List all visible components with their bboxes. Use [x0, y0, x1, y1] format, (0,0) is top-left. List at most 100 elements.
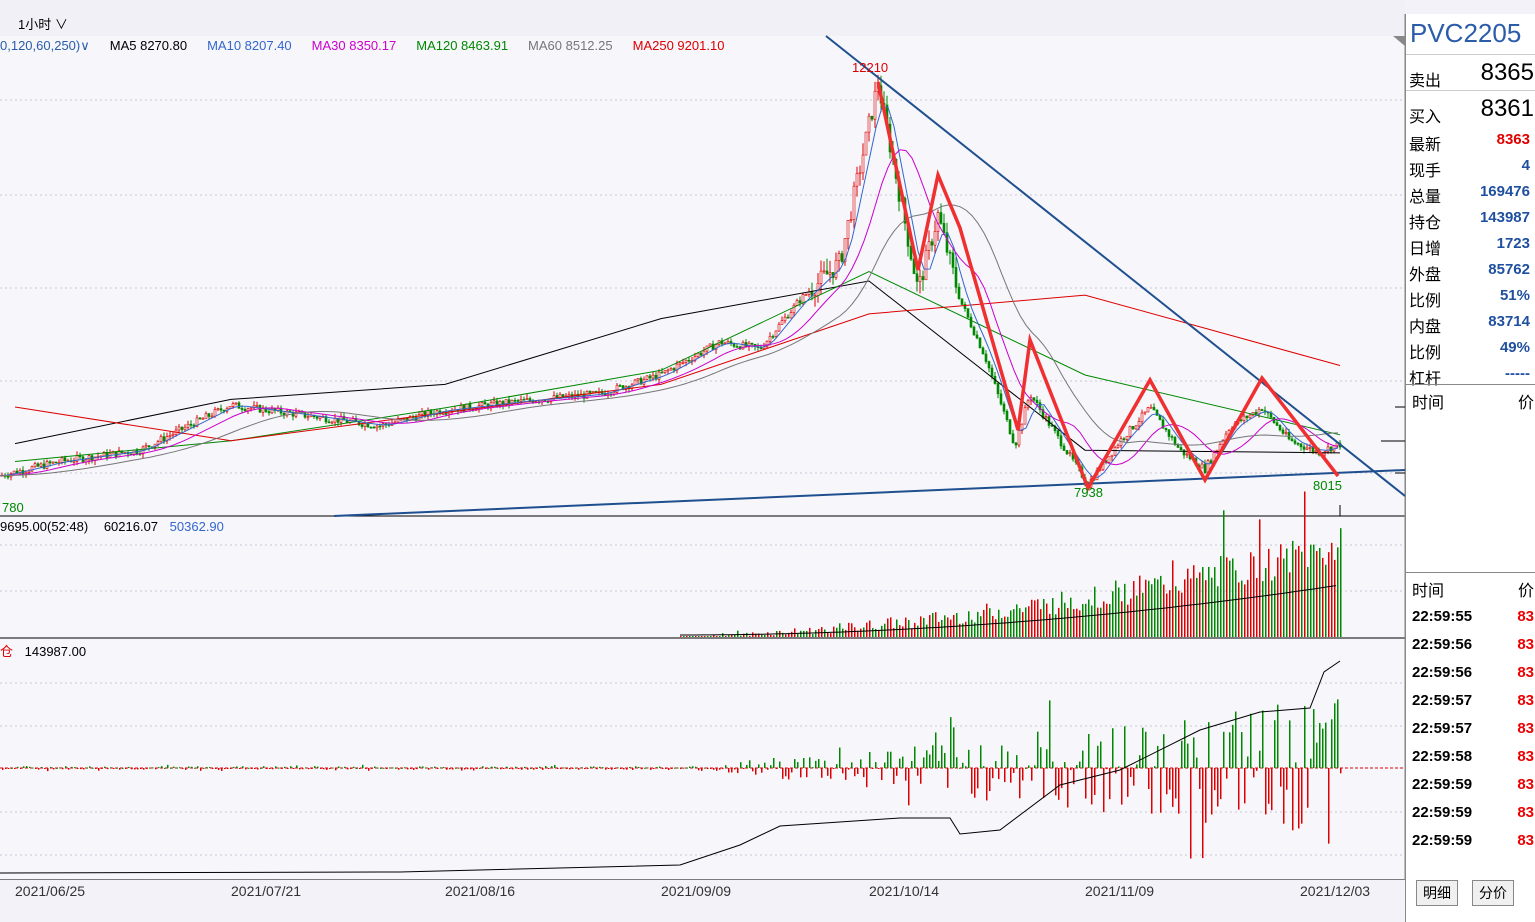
oi-bar	[368, 768, 370, 771]
volume-bar	[1235, 570, 1237, 637]
oi-bar	[404, 767, 406, 769]
oi-bar	[482, 766, 484, 768]
oi-bar	[182, 768, 184, 769]
volume-bar	[1226, 557, 1228, 637]
volume-bar	[1310, 544, 1312, 637]
oi-bar	[998, 768, 1000, 780]
candle-body	[1200, 463, 1204, 469]
oi-bar	[947, 768, 949, 788]
oi-bar	[122, 767, 124, 769]
volume-bar	[773, 635, 775, 637]
candle-body	[651, 374, 655, 379]
tick-time: 22:59:56	[1412, 636, 1473, 653]
tab-detail[interactable]: 明细	[1416, 880, 1458, 906]
oi-bar	[152, 767, 154, 769]
oi-bar	[1181, 740, 1183, 768]
volume-bar	[1160, 575, 1162, 637]
oi-bar	[980, 745, 982, 768]
volume-bar	[887, 618, 889, 637]
oi-bar	[128, 766, 130, 768]
oi-bar	[326, 768, 328, 770]
oi-bar	[1319, 723, 1321, 768]
candle-body	[768, 336, 772, 342]
tab-price-dist[interactable]: 分价	[1472, 880, 1514, 906]
oi-bar	[140, 768, 142, 770]
oi-bar	[533, 768, 535, 770]
oi-bar	[1085, 768, 1087, 799]
candle-body	[33, 463, 37, 468]
oi-bar	[632, 768, 634, 770]
candle-body	[975, 334, 979, 339]
volume-bar	[944, 615, 946, 637]
oi-bar	[38, 768, 40, 770]
oi-bar	[1016, 755, 1018, 768]
oi-bar	[164, 767, 166, 769]
oi-bar	[581, 767, 583, 769]
oi-bar	[797, 762, 799, 768]
volume-bar	[1088, 599, 1090, 637]
candle-body	[918, 276, 922, 282]
oi-bar	[698, 768, 700, 771]
oi-bar	[386, 768, 388, 769]
volume-bar	[749, 635, 751, 637]
oi-bar	[629, 766, 631, 768]
candle-body	[1065, 450, 1069, 455]
candle-body	[1011, 433, 1015, 444]
oi-bar	[1289, 720, 1291, 768]
oi-bar	[1097, 745, 1099, 768]
oi-bar	[863, 768, 865, 778]
oi-bar	[1103, 768, 1105, 813]
volume-bar	[1019, 608, 1021, 637]
volume-bar	[842, 628, 844, 637]
candle-body	[801, 294, 805, 304]
volume-bar	[713, 635, 715, 637]
candle-body	[1128, 426, 1132, 437]
oi-bar	[617, 767, 619, 769]
volume-bar	[941, 619, 943, 637]
candle-body	[666, 369, 670, 372]
volume-bar	[986, 603, 988, 637]
ticks-header: 时间 价	[1406, 572, 1535, 600]
volume-bar	[689, 636, 691, 637]
oi-bar	[434, 766, 436, 768]
volume-bar	[704, 636, 706, 637]
volume-bar	[995, 619, 997, 637]
oi-bar	[839, 747, 841, 768]
oi-bar	[95, 768, 97, 769]
oi-bar	[572, 768, 574, 769]
volume-bar	[1307, 567, 1309, 637]
candle-body	[72, 460, 76, 463]
oi-bar	[137, 768, 139, 770]
oi-bar	[1199, 768, 1201, 789]
quote-value: 143987	[1479, 209, 1530, 226]
ma-params[interactable]: 0,120,60,250)∨	[0, 38, 90, 53]
volume-bar	[926, 624, 928, 637]
oi-bar	[530, 767, 532, 769]
oi-bar	[155, 768, 157, 770]
quote-key: 最新	[1409, 137, 1442, 154]
quote-key: 比例	[1409, 345, 1442, 362]
quote-value: 4	[1521, 157, 1530, 174]
candle-body	[318, 416, 322, 419]
volume-bar	[764, 634, 766, 637]
timeframe-selector[interactable]: 1小时 ∨	[18, 14, 68, 33]
oi-bar	[11, 767, 13, 769]
oi-bar	[809, 757, 811, 768]
oi-bar	[554, 764, 556, 768]
oi-bar	[665, 768, 667, 769]
candle-body	[813, 295, 817, 297]
oi-bar	[713, 768, 715, 770]
x-tick-label: 2021/07/21	[231, 883, 302, 899]
oi-bar	[311, 768, 313, 769]
volume-bar	[1247, 579, 1249, 637]
oi-bar	[1091, 768, 1093, 805]
tick-price: 83	[1517, 692, 1534, 709]
oi-bar	[761, 768, 763, 773]
candle-body	[168, 435, 172, 437]
detail-tabs: 明细 分价	[1406, 878, 1535, 906]
oi-bar	[638, 766, 640, 768]
oi-bar	[803, 758, 805, 768]
oi-bar	[1256, 768, 1258, 771]
oi-bar	[1100, 741, 1102, 768]
volume-bar	[1109, 604, 1111, 637]
